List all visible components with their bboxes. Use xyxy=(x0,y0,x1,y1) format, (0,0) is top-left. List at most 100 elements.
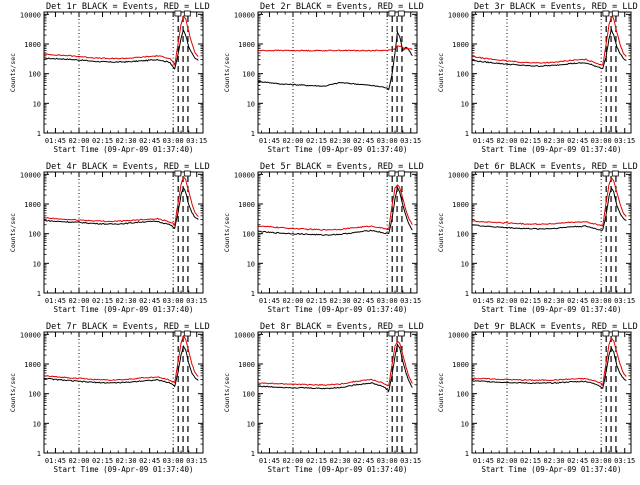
x-tick-label: 02:45 xyxy=(139,297,160,305)
time-flag-marker xyxy=(611,10,619,17)
plot-frame xyxy=(257,331,418,454)
events-series-line xyxy=(472,187,627,231)
x-tick-label: 03:00 xyxy=(163,137,184,145)
time-flag-marker xyxy=(397,330,405,337)
x-tick-label: 03:00 xyxy=(377,137,398,145)
events-series-line xyxy=(44,28,199,70)
y-tick-label: 100 xyxy=(456,231,469,239)
time-flag-marker xyxy=(183,10,191,17)
time-flag-marker xyxy=(174,170,182,177)
events-series-line xyxy=(44,344,199,388)
x-tick-label: 02:00 xyxy=(68,137,89,145)
y-axis-label: Counts/sec xyxy=(9,53,17,92)
chart-panel-7: Det 7r BLACK = Events, RED = LLD 1 10 100 10… xyxy=(9,322,210,474)
x-tick-label: 03:15 xyxy=(400,457,421,465)
y-tick-label: 1 xyxy=(251,290,255,298)
y-tick-label: 10 xyxy=(33,420,41,428)
chart-title: Det 2r BLACK = Events, RED = LLD xyxy=(260,2,424,12)
y-axis-label: Counts/sec xyxy=(437,53,445,92)
time-flag-marker xyxy=(183,170,191,177)
events-series-line xyxy=(258,30,413,91)
x-tick-label: 02:15 xyxy=(92,297,113,305)
y-axis-label: Counts/sec xyxy=(437,213,445,252)
plot-frame xyxy=(43,171,204,294)
y-axis-label: Counts/sec xyxy=(223,373,231,412)
y-tick-label: 10000 xyxy=(234,171,255,179)
plot-frame xyxy=(43,11,204,134)
y-tick-label: 10 xyxy=(461,420,469,428)
plot-frame xyxy=(471,11,632,134)
time-flag-marker xyxy=(602,10,610,17)
y-tick-label: 1000 xyxy=(452,361,469,369)
chart-title: Det 8r BLACK = Events, RED = LLD xyxy=(260,322,424,332)
x-tick-label: 02:15 xyxy=(306,137,327,145)
x-tick-label: 01:45 xyxy=(259,137,280,145)
y-tick-label: 10 xyxy=(461,260,469,268)
x-tick-label: 02:45 xyxy=(353,457,374,465)
y-axis-label: Counts/sec xyxy=(223,213,231,252)
x-tick-label: 02:00 xyxy=(68,297,89,305)
chart-panel-5: Det 5r BLACK = Events, RED = LLD 1 10 100 10… xyxy=(223,162,424,314)
chart-title: Det 7r BLACK = Events, RED = LLD xyxy=(46,322,210,332)
y-tick-label: 1000 xyxy=(452,201,469,209)
x-tick-label: 02:45 xyxy=(139,137,160,145)
time-flag-marker xyxy=(602,170,610,177)
y-tick-label: 1 xyxy=(251,130,255,138)
time-flag-marker xyxy=(397,170,405,177)
y-axis-label: Counts/sec xyxy=(9,373,17,412)
x-tick-label: 03:15 xyxy=(186,137,207,145)
x-tick-label: 02:30 xyxy=(544,457,565,465)
y-tick-label: 10 xyxy=(247,260,255,268)
time-flag-marker xyxy=(183,330,191,337)
y-tick-label: 1 xyxy=(37,450,41,458)
plot-frame xyxy=(43,331,204,454)
x-tick-label: 02:45 xyxy=(567,457,588,465)
x-tick-label: 02:15 xyxy=(306,457,327,465)
y-tick-label: 1 xyxy=(465,130,469,138)
x-axis-label: Start Time (09-Apr-09 01:37:40) xyxy=(54,465,194,474)
x-tick-label: 02:30 xyxy=(116,297,137,305)
x-axis-label: Start Time (09-Apr-09 01:37:40) xyxy=(482,465,622,474)
time-flag-marker xyxy=(388,10,396,17)
x-tick-label: 03:00 xyxy=(591,137,612,145)
x-tick-label: 03:15 xyxy=(186,457,207,465)
x-tick-label: 02:45 xyxy=(567,137,588,145)
y-tick-label: 1000 xyxy=(238,201,255,209)
x-tick-label: 03:00 xyxy=(591,297,612,305)
x-tick-label: 03:00 xyxy=(377,457,398,465)
time-flag-marker xyxy=(388,170,396,177)
y-tick-label: 1000 xyxy=(24,201,41,209)
y-tick-label: 1000 xyxy=(238,41,255,49)
y-tick-label: 10000 xyxy=(448,331,469,339)
y-tick-label: 1 xyxy=(37,290,41,298)
y-tick-label: 10 xyxy=(247,100,255,108)
x-tick-label: 01:45 xyxy=(473,137,494,145)
events-series-line xyxy=(44,186,199,230)
y-tick-label: 1 xyxy=(37,130,41,138)
y-tick-label: 1000 xyxy=(24,41,41,49)
x-tick-label: 03:15 xyxy=(614,297,635,305)
x-tick-label: 02:00 xyxy=(282,457,303,465)
x-tick-label: 02:45 xyxy=(353,297,374,305)
lld-series-line xyxy=(472,15,627,66)
chart-title: Det 5r BLACK = Events, RED = LLD xyxy=(260,162,424,172)
x-tick-label: 03:00 xyxy=(591,457,612,465)
chart-panel-2: Det 2r BLACK = Events, RED = LLD 1 10 100 10… xyxy=(223,2,424,154)
x-tick-label: 02:45 xyxy=(353,137,374,145)
y-tick-label: 100 xyxy=(242,71,255,79)
lld-series-line xyxy=(44,176,199,227)
lld-series-line xyxy=(258,184,413,231)
x-tick-label: 02:00 xyxy=(282,297,303,305)
x-tick-label: 02:15 xyxy=(92,457,113,465)
x-axis-label: Start Time (09-Apr-09 01:37:40) xyxy=(482,145,622,154)
chart-panel-8: Det 8r BLACK = Events, RED = LLD 1 10 100 10… xyxy=(223,322,424,474)
x-tick-label: 02:30 xyxy=(116,137,137,145)
events-series-line xyxy=(472,27,627,70)
lld-series-line xyxy=(258,340,413,387)
time-flag-marker xyxy=(602,330,610,337)
chart-title: Det 6r BLACK = Events, RED = LLD xyxy=(474,162,638,172)
chart-panel-1: Det 1r BLACK = Events, RED = LLD 1 10 100 10… xyxy=(9,2,210,154)
y-tick-label: 1 xyxy=(251,450,255,458)
y-tick-label: 100 xyxy=(28,231,41,239)
